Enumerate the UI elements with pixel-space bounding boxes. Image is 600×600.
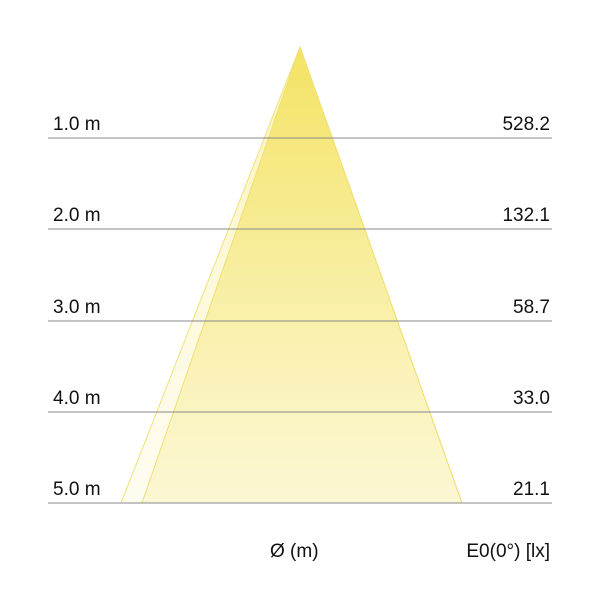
illuminance-value: 132.1 [502,205,550,226]
distance-label: 3.0 m [53,297,101,318]
illuminance-value: 33.0 [513,388,550,409]
distance-label: 5.0 m [53,479,101,500]
diameter-axis-label: Ø (m) [270,541,319,562]
illuminance-value: 528.2 [502,114,550,135]
distance-label: 2.0 m [53,205,101,226]
illuminance-value: 21.1 [513,479,550,500]
distance-label: 4.0 m [53,388,101,409]
illuminance-value: 58.7 [513,297,550,318]
inner-beam-cone [141,45,463,504]
illuminance-axis-label: E0(0°) [lx] [466,541,550,562]
distance-label: 1.0 m [53,114,101,135]
